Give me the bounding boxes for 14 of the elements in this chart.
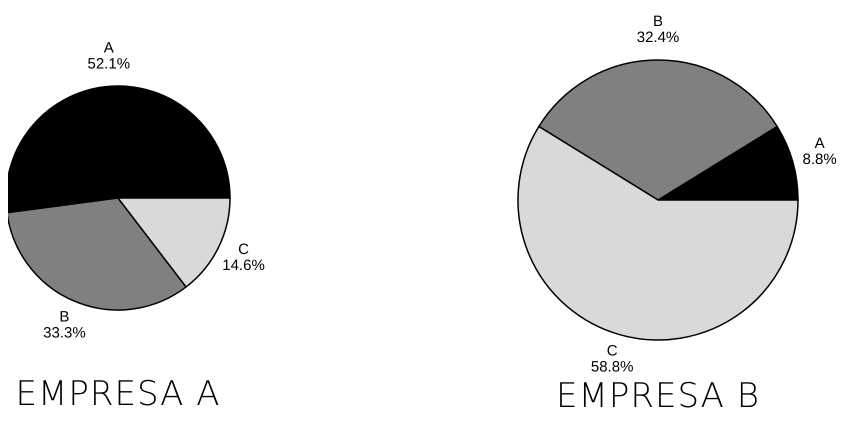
text: EMPRESA A: [16, 374, 220, 414]
slice-label: A: [814, 135, 825, 152]
slice-label: C: [238, 240, 250, 258]
data-label: 32.4%: [636, 29, 680, 46]
data-label: 8.8%: [802, 151, 837, 168]
data-label: 33.3%: [43, 324, 86, 342]
slice-label: A: [104, 39, 114, 56]
slice-label: C: [606, 342, 618, 360]
data-label: 58.8%: [590, 358, 634, 376]
slice-label: B: [652, 13, 664, 30]
text: EMPRESA B: [556, 376, 760, 416]
data-label: 14.6%: [222, 256, 265, 274]
data-label: 52.1%: [87, 55, 130, 72]
slice-label: B: [59, 308, 70, 326]
